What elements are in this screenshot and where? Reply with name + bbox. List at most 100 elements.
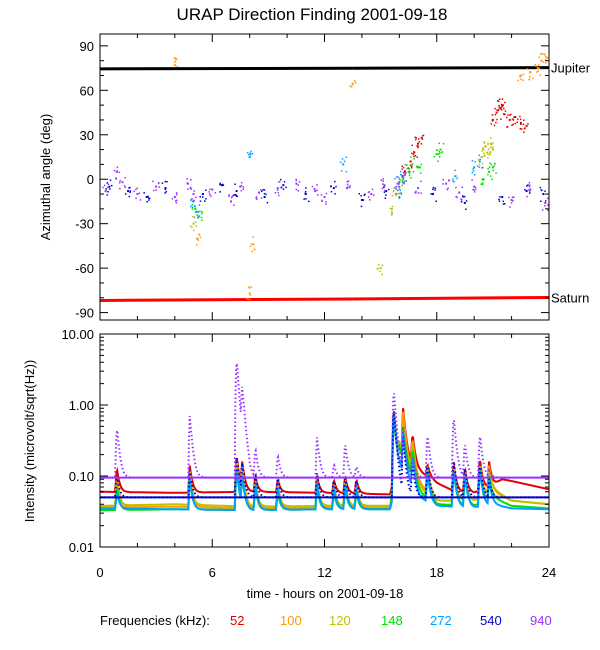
- scatter-point: [323, 196, 326, 199]
- scatter-point: [404, 163, 407, 166]
- scatter-point: [199, 210, 201, 213]
- scatter-point: [311, 185, 314, 188]
- scatter-point: [354, 82, 357, 84]
- scatter-point: [525, 124, 528, 127]
- scatter-point: [339, 161, 342, 164]
- scatter-point: [123, 185, 126, 187]
- scatter-point: [189, 186, 192, 189]
- scatter-point: [176, 65, 179, 68]
- scatter-point: [196, 238, 199, 241]
- scatter-point: [489, 151, 492, 153]
- scatter-point: [463, 195, 466, 198]
- scatter-point: [484, 145, 486, 148]
- scatter-point: [285, 186, 287, 189]
- scatter-point: [347, 186, 349, 188]
- scatter-point: [511, 196, 514, 199]
- scatter-point: [418, 138, 420, 140]
- scatter-point: [402, 175, 405, 177]
- scatter-point: [538, 56, 540, 59]
- scatter-point: [482, 179, 485, 181]
- scatter-point: [189, 205, 192, 208]
- scatter-point: [480, 183, 482, 185]
- scatter-point: [165, 191, 168, 193]
- scatter-point: [308, 200, 310, 203]
- scatter-point: [360, 198, 363, 201]
- scatter-point: [103, 184, 106, 187]
- scatter-point: [438, 150, 441, 153]
- scatter-point: [412, 153, 415, 156]
- azimuth-plot-frame: [99, 33, 550, 321]
- scatter-point: [496, 118, 498, 121]
- scatter-point: [158, 186, 161, 188]
- scatter-point: [511, 124, 513, 126]
- scatter-point: [510, 198, 513, 201]
- scatter-point: [199, 234, 201, 236]
- scatter-point: [396, 176, 398, 178]
- scatter-point: [107, 190, 109, 193]
- scatter-point: [157, 182, 160, 185]
- scatter-point: [174, 61, 176, 63]
- scatter-point: [401, 176, 404, 178]
- scatter-point: [442, 178, 445, 181]
- scatter-point: [411, 163, 414, 166]
- scatter-point: [263, 192, 266, 195]
- scatter-point: [164, 180, 167, 183]
- scatter-point: [250, 243, 253, 245]
- scatter-point: [200, 216, 203, 219]
- scatter-point: [410, 160, 412, 163]
- scatter-point: [303, 198, 305, 200]
- scatter-point: [544, 190, 546, 192]
- scatter-point: [145, 196, 148, 199]
- scatter-point: [544, 201, 547, 204]
- scatter-point: [136, 187, 139, 189]
- scatter-point: [110, 184, 113, 187]
- scatter-point: [509, 114, 511, 116]
- scatter-point: [452, 178, 454, 180]
- scatter-point: [135, 188, 137, 191]
- scatter-point: [478, 160, 481, 163]
- scatter-point: [442, 143, 445, 145]
- scatter-point: [385, 190, 388, 193]
- scatter-point: [316, 194, 319, 196]
- scatter-point: [476, 165, 479, 167]
- scatter-point: [472, 188, 474, 191]
- intensity-series-120: [100, 416, 550, 508]
- scatter-point: [363, 194, 366, 196]
- scatter-point: [121, 181, 124, 184]
- scatter-point: [491, 143, 493, 146]
- scatter-point: [304, 192, 306, 195]
- scatter-point: [230, 196, 233, 199]
- scatter-point: [540, 189, 542, 191]
- intensity-series-540: [100, 411, 549, 499]
- scatter-point: [193, 229, 195, 232]
- chart-title: URAP Direction Finding 2001-09-18: [177, 5, 448, 24]
- scatter-point: [481, 167, 483, 169]
- scatter-point: [454, 169, 456, 172]
- scatter-point: [409, 164, 412, 167]
- scatter-point: [491, 166, 494, 169]
- scatter-point: [198, 215, 201, 218]
- scatter-point: [401, 165, 403, 167]
- scatter-point: [164, 188, 167, 191]
- scatter-point: [191, 200, 194, 203]
- scatter-point: [420, 163, 423, 166]
- time-x-tick-label: 12: [317, 565, 331, 580]
- scatter-point: [377, 264, 380, 266]
- scatter-point: [347, 180, 350, 182]
- scatter-point: [105, 188, 107, 190]
- scatter-point: [398, 186, 401, 188]
- azimuth-y-tick-label: -30: [75, 217, 94, 232]
- scatter-point: [433, 155, 436, 158]
- scatter-point: [194, 205, 196, 207]
- scatter-point: [411, 144, 413, 147]
- scatter-point: [473, 191, 476, 193]
- scatter-point: [175, 58, 178, 60]
- scatter-point: [199, 195, 201, 198]
- scatter-point: [190, 199, 192, 201]
- scatter-point: [248, 292, 251, 295]
- scatter-point: [404, 170, 406, 172]
- scatter-point: [187, 188, 189, 190]
- scatter-point: [282, 188, 285, 190]
- scatter-point: [260, 189, 262, 191]
- frequency-label-148: 148: [381, 613, 403, 628]
